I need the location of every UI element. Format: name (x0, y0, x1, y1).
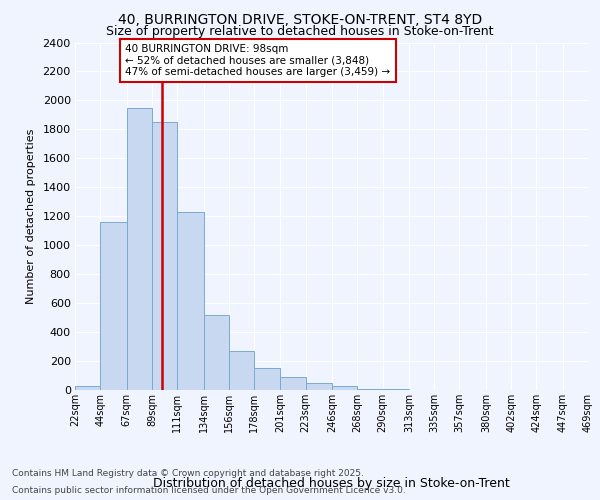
Bar (229, 351, 254, 390)
Bar (75, 386, 100, 390)
X-axis label: Distribution of detached houses by size in Stoke-on-Trent: Distribution of detached houses by size … (153, 476, 510, 490)
Bar (280, 377, 305, 390)
Text: Contains HM Land Registry data © Crown copyright and database right 2025.: Contains HM Land Registry data © Crown c… (12, 468, 364, 477)
Bar (152, 122, 177, 390)
Bar (203, 314, 229, 390)
Y-axis label: Number of detached properties: Number of detached properties (26, 128, 35, 304)
Text: 40 BURRINGTON DRIVE: 98sqm
← 52% of detached houses are smaller (3,848)
47% of s: 40 BURRINGTON DRIVE: 98sqm ← 52% of deta… (125, 44, 391, 77)
Bar (127, 108, 152, 390)
Bar (177, 212, 203, 390)
Bar (358, 388, 383, 390)
Bar (100, 222, 127, 390)
Bar (332, 386, 358, 390)
Bar (305, 383, 332, 390)
Text: Size of property relative to detached houses in Stoke-on-Trent: Size of property relative to detached ho… (106, 25, 494, 38)
Text: 40, BURRINGTON DRIVE, STOKE-ON-TRENT, ST4 8YD: 40, BURRINGTON DRIVE, STOKE-ON-TRENT, ST… (118, 12, 482, 26)
Bar (254, 368, 280, 390)
Text: Contains public sector information licensed under the Open Government Licence v3: Contains public sector information licen… (12, 486, 406, 495)
